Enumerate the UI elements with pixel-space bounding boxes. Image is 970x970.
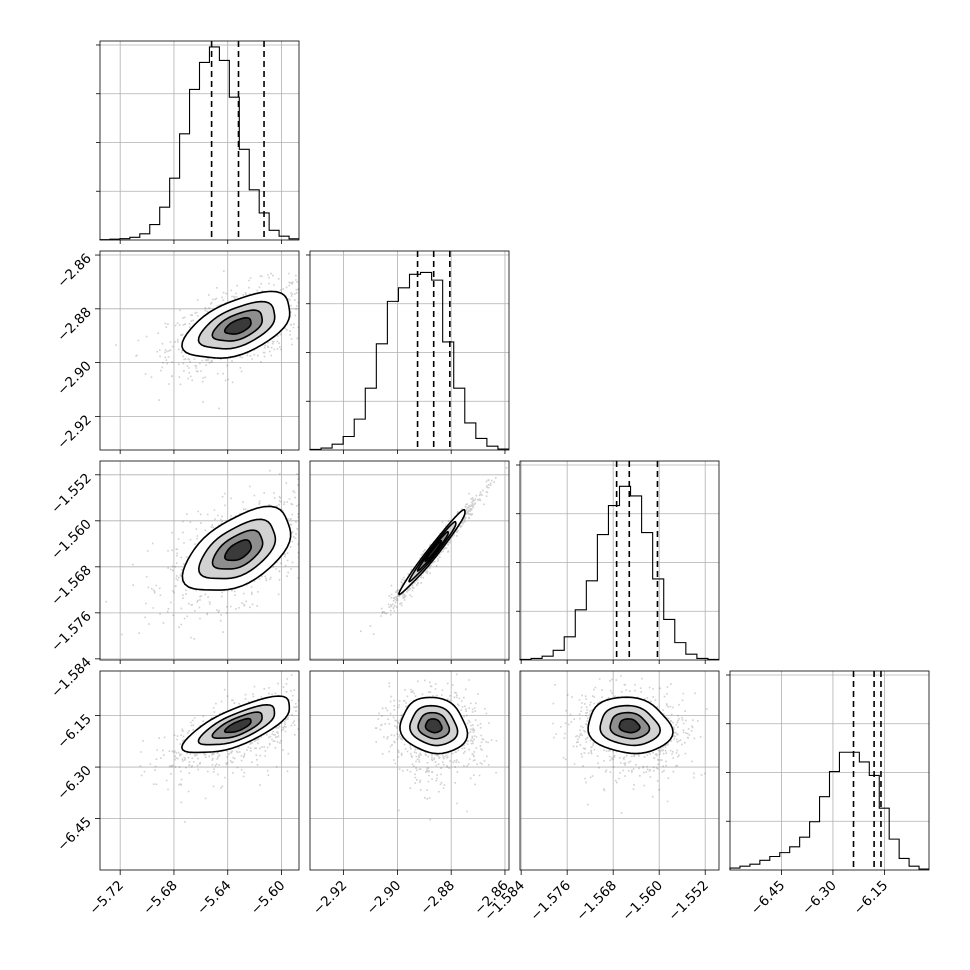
contour-line-3 [211, 309, 263, 342]
histogram-panel-1 [306, 250, 510, 451]
histogram-grid [730, 671, 929, 870]
panel-grid [310, 671, 509, 870]
panel-frame [309, 670, 510, 871]
contour-line-1 [181, 290, 291, 359]
x-tick-label: −5.64 [194, 878, 235, 919]
histogram-frame [309, 250, 510, 451]
contour-fill-core [225, 718, 252, 733]
histogram-frame [99, 40, 300, 241]
panel-contents [115, 270, 299, 410]
x-tick-label: −6.15 [851, 878, 892, 919]
y-tick-label: −6.30 [54, 763, 95, 804]
y-tick-label: −6.15 [54, 711, 95, 752]
histogram-step-line [519, 485, 719, 660]
panel-frame [99, 250, 300, 451]
scatter-panel-0-3 [99, 670, 300, 871]
contour-line-4 [424, 718, 443, 734]
contour-fill-core [425, 540, 442, 562]
histogram-step-line [309, 271, 509, 450]
contour-line-1 [399, 696, 469, 755]
histogram-grid [310, 251, 509, 450]
y-tick-label: −1.584 [48, 654, 95, 701]
panel-frame [519, 670, 720, 871]
panel-frame [309, 460, 510, 661]
panel-contents [374, 673, 498, 821]
contour-line-4 [618, 718, 641, 734]
x-tick-label: −1.576 [527, 878, 574, 925]
y-tick-label: −2.88 [54, 304, 95, 345]
histogram-panel-3 [726, 670, 930, 871]
contour-line-1 [397, 508, 466, 596]
contour-line-3 [211, 711, 263, 740]
panel-contents [360, 467, 508, 635]
contour-line-3 [609, 711, 651, 740]
panel-contents [552, 675, 708, 814]
x-tick-label: −1.568 [573, 878, 620, 925]
contour-line-4 [223, 316, 252, 335]
scatter-panel-1-2 [309, 460, 510, 661]
histogram-grid [520, 461, 719, 660]
histogram-step-line [729, 751, 929, 870]
x-tick-label: −2.92 [310, 878, 351, 919]
contour-line-2 [197, 703, 276, 746]
y-tick-label: −6.45 [54, 814, 95, 855]
y-tick-label: −1.568 [48, 562, 95, 609]
panel-contents [139, 674, 299, 823]
histogram-frame [519, 460, 720, 661]
contour-line-3 [211, 529, 264, 570]
histogram-panel-0 [96, 40, 300, 241]
contour-line-2 [409, 704, 459, 747]
contour-line-2 [408, 520, 457, 583]
scatter-panel-1-3 [309, 670, 510, 871]
histogram-grid [100, 41, 299, 240]
y-tick-label: −1.552 [48, 470, 95, 517]
scatter-points [552, 675, 708, 814]
contour-line-4 [223, 539, 253, 562]
panel-frame [99, 460, 300, 661]
y-tick-label: −1.576 [48, 608, 95, 655]
y-tick-label: −2.86 [54, 251, 95, 292]
scatter-panel-2-3 [519, 670, 720, 871]
panel-grid [310, 461, 509, 660]
y-tick-label: −1.560 [48, 516, 95, 563]
panel-grid [100, 671, 299, 870]
x-tick-label: −1.560 [619, 878, 666, 925]
panel-grid [100, 461, 299, 660]
panel-frame [99, 670, 300, 871]
contour-fill-core [425, 718, 442, 733]
contour-line-3 [416, 530, 449, 573]
contour-line-2 [197, 300, 276, 350]
x-tick-label: −1.552 [665, 878, 712, 925]
y-tick-label: −2.90 [54, 358, 95, 399]
contour-line-1 [181, 505, 292, 591]
contour-line-2 [197, 518, 277, 580]
x-tick-label: −6.30 [799, 878, 840, 919]
contour-fill-core [619, 718, 640, 733]
x-tick-label: −2.90 [364, 878, 405, 919]
panel-contents [105, 469, 299, 640]
contour-line-3 [417, 711, 451, 740]
y-tick-label: −2.92 [54, 412, 95, 453]
x-tick-label: −5.72 [86, 878, 127, 919]
x-tick-label: −5.68 [140, 878, 181, 919]
contour-line-1 [587, 696, 674, 755]
panel-grid [520, 671, 719, 870]
scatter-panel-0-1 [99, 250, 300, 451]
histogram-step-line [99, 46, 299, 241]
contour-line-4 [424, 539, 443, 563]
contour-line-4 [223, 717, 252, 734]
x-tick-label: −6.45 [748, 878, 789, 919]
x-tick-label: −2.88 [417, 878, 458, 919]
histogram-frame [729, 670, 930, 871]
scatter-panel-0-2 [99, 460, 300, 661]
contour-line-1 [180, 695, 291, 754]
histogram-panel-2 [516, 460, 720, 661]
x-tick-label: −5.60 [248, 878, 289, 919]
contour-line-2 [599, 704, 662, 747]
